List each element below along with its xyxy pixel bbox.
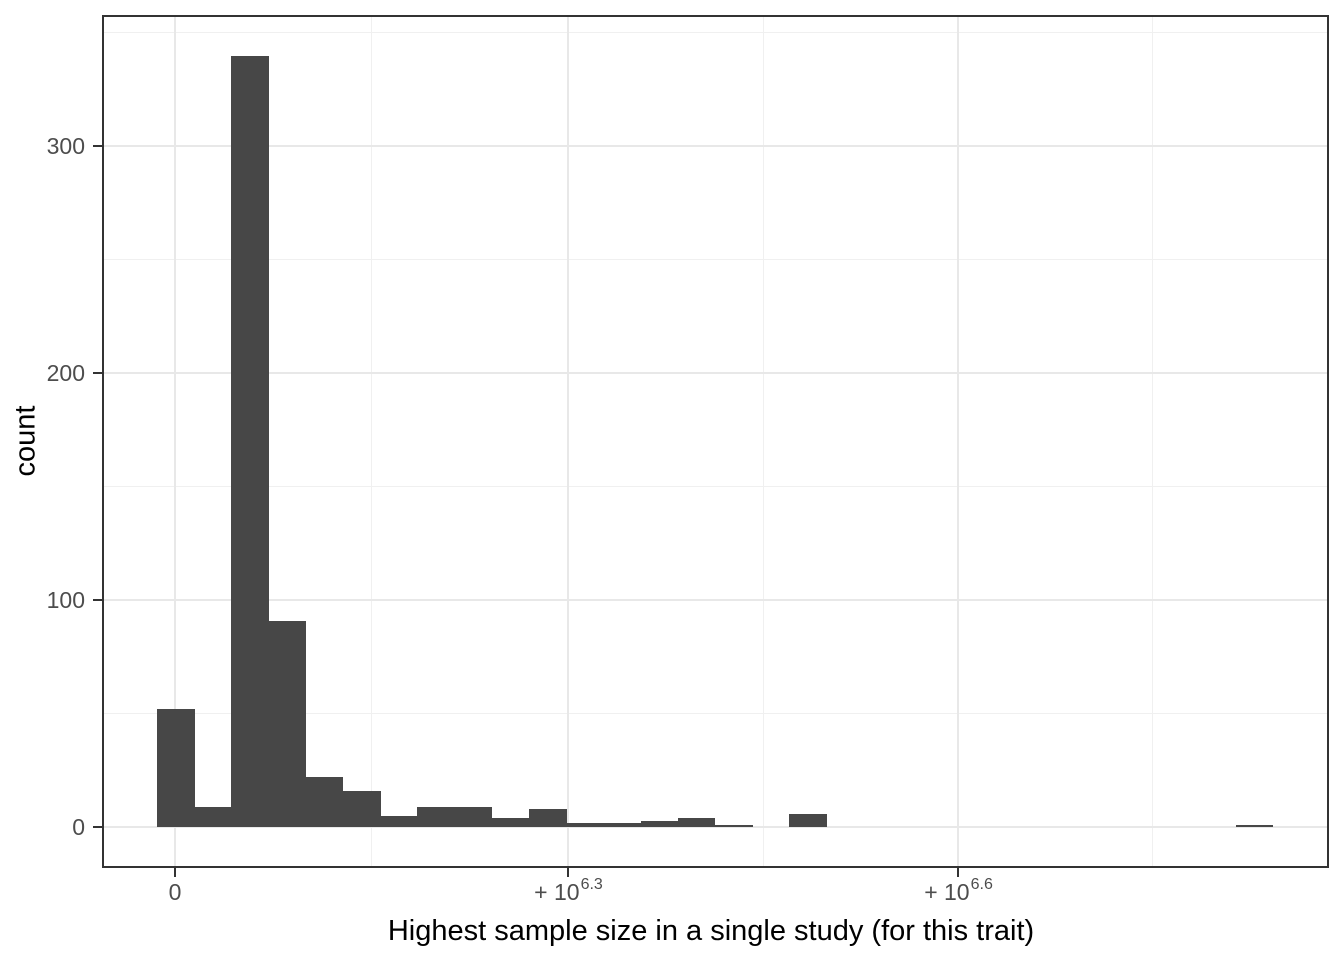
y-tick-mark [93, 826, 102, 829]
x-tick-mark [957, 868, 960, 877]
y-minor-gridline [104, 32, 1327, 34]
x-tick-label: + 106.3 [458, 876, 678, 905]
histogram-bar [268, 620, 307, 828]
y-major-gridline [104, 826, 1327, 829]
x-tick-exponent: 6.6 [970, 876, 993, 894]
histogram-bar [491, 818, 530, 828]
x-tick-mark [567, 868, 569, 877]
x-minor-gridline [1152, 17, 1154, 866]
y-tick-label: 100 [46, 587, 85, 614]
y-tick-mark [93, 372, 102, 375]
histogram-bar [194, 806, 232, 828]
y-tick-mark [93, 145, 102, 148]
histogram-bar [305, 777, 344, 828]
x-major-gridline [567, 17, 569, 866]
plot-panel [102, 15, 1329, 868]
x-tick-base: 0 [168, 879, 182, 905]
histogram-bar [566, 822, 604, 828]
histogram-bar [789, 813, 828, 828]
y-tick-label: 200 [46, 360, 85, 387]
y-minor-gridline [104, 713, 1327, 715]
x-axis-title: Highest sample size in a single study (f… [387, 915, 1035, 947]
x-tick-base: + 10 [534, 879, 580, 905]
histogram-bar [454, 806, 493, 828]
x-major-gridline [957, 17, 960, 866]
y-major-gridline [104, 145, 1327, 148]
histogram-bar [640, 820, 679, 828]
x-minor-gridline [762, 17, 764, 866]
x-tick-mark [174, 868, 177, 877]
y-major-gridline [104, 599, 1327, 602]
histogram-bar [677, 818, 716, 828]
histogram-bar [715, 825, 753, 828]
histogram-bar [380, 816, 418, 828]
histogram-bar [1235, 825, 1274, 828]
y-axis-title: count [9, 405, 42, 477]
y-minor-gridline [104, 259, 1327, 261]
y-tick-mark [93, 599, 102, 602]
y-minor-gridline [104, 486, 1327, 488]
y-tick-label: 300 [46, 133, 85, 160]
x-minor-gridline [370, 17, 372, 866]
histogram-bar [417, 806, 455, 828]
histogram-bar [529, 809, 567, 828]
x-tick-label: + 106.6 [848, 876, 1068, 905]
x-tick-label: 0 [65, 879, 285, 905]
x-tick-exponent: 6.3 [580, 876, 603, 894]
x-tick-base: + 10 [924, 879, 970, 905]
histogram-bar [231, 55, 269, 828]
x-major-gridline [174, 17, 177, 866]
histogram-bar [603, 822, 642, 828]
histogram-bar [156, 709, 195, 828]
histogram-bar [343, 791, 381, 828]
y-major-gridline [104, 372, 1327, 375]
y-tick-label: 0 [72, 814, 85, 841]
